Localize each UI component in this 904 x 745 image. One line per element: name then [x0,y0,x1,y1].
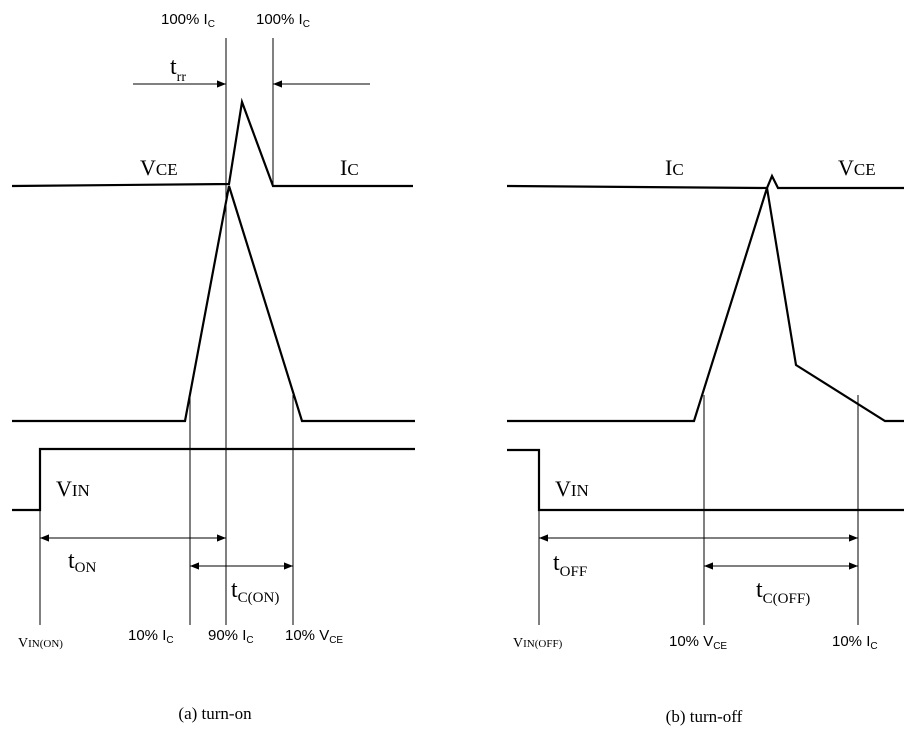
turn-on-trr-label: trr [170,54,186,85]
turn-off-ic-label: IC [665,155,684,180]
turn-on-vin-waveform [12,447,415,512]
turn-on-vin-label: VIN [56,476,90,501]
turn-off-bottom-10-vce-label: 10% VCE [669,633,727,652]
turn-off-bottom-vin-label: VIN(OFF) [513,636,563,651]
turn-on-tcon-label: tC(ON) [231,577,279,606]
turn-off-vce-label: VCE [838,155,876,180]
turn-on-bottom-10-ic-label: 10% IC [128,627,174,646]
turn-on-bottom-vin-label: VIN(ON) [18,636,63,651]
turn-on-bottom-10-vce-label: 10% VCE [285,627,343,646]
turn-on-vce-ic-waveform [11,97,413,188]
turn-on-ic-label: IC [340,155,359,180]
turn-on-top-label-right: 100% IC [256,11,310,30]
turn-on-ton-label: tON [68,548,97,576]
turn-on-vce-label: VCE [140,155,178,180]
turn-off-toff-label: tOFF [553,550,587,580]
turn-off-panel: IC VCE VIN tOFF tC(OFF) VIN(OFF) 10% VCE… [506,155,904,726]
turn-off-ic-vce-waveform [506,173,904,190]
turn-on-caption: (a) turn-on [178,704,252,723]
turn-off-vin-waveform [507,448,904,512]
turn-on-top-label-left: 100% IC [161,11,215,30]
turn-off-tcoff-label: tC(OFF) [756,577,810,607]
turn-off-triangle-waveform [507,187,904,423]
turn-off-bottom-10-ic-label: 10% IC [832,633,878,652]
turn-on-panel: 100% IC 100% IC trr VCE IC VIN tON tC(ON… [11,11,415,723]
turn-on-triangle-waveform [12,185,415,423]
turn-off-vin-label: VIN [555,476,589,501]
turn-on-bottom-90-ic-label: 90% IC [208,627,254,646]
turn-off-caption: (b) turn-off [666,707,743,726]
